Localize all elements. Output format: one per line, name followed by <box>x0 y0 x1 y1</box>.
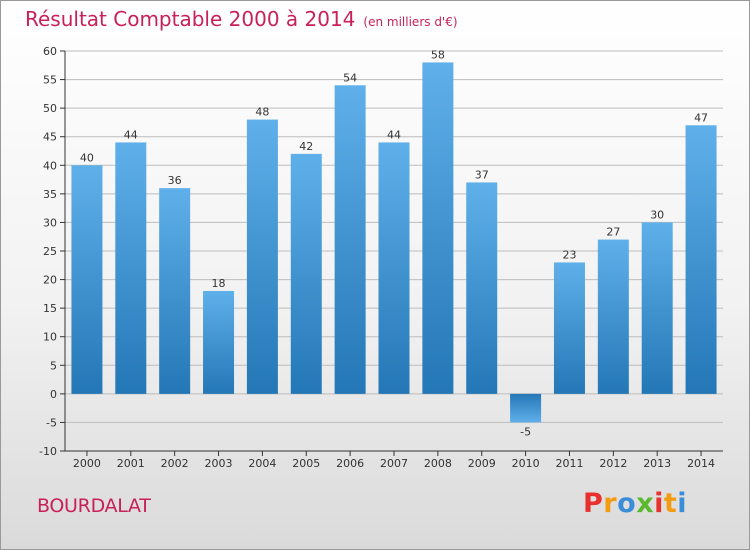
x-tick-label: 2008 <box>424 457 452 470</box>
logo-letter: t <box>663 488 678 519</box>
data-label: 23 <box>562 248 576 261</box>
data-label: -5 <box>520 425 531 438</box>
chart-title-text: Résultat Comptable 2000 à 2014 <box>25 7 356 31</box>
data-label: 36 <box>168 174 182 187</box>
x-tick-label: 2001 <box>117 457 145 470</box>
x-tick-label: 2006 <box>336 457 364 470</box>
data-label: 40 <box>80 151 94 164</box>
bar <box>597 239 629 394</box>
data-label: 58 <box>431 48 445 61</box>
data-label: 30 <box>650 208 664 221</box>
data-label: 27 <box>606 226 620 239</box>
y-tick-label: 45 <box>43 131 57 144</box>
logo-letter: P <box>583 488 604 519</box>
logo-letter: o <box>617 488 637 519</box>
bar <box>466 182 498 394</box>
logo-letter: r <box>603 488 618 519</box>
chart-title: Résultat Comptable 2000 à 2014 (en millie… <box>25 7 458 31</box>
bar <box>290 153 322 394</box>
x-tick-label: 2007 <box>380 457 408 470</box>
x-tick-label: 2012 <box>599 457 627 470</box>
bar <box>510 393 542 423</box>
data-label: 18 <box>212 277 226 290</box>
x-tick-label: 2005 <box>292 457 320 470</box>
y-tick-label: 20 <box>43 274 57 287</box>
x-tick-label: 2004 <box>248 457 276 470</box>
y-tick-label: 60 <box>43 45 57 58</box>
y-tick-label: 50 <box>43 102 57 115</box>
data-label: 42 <box>299 140 313 153</box>
y-tick-label: 40 <box>43 159 57 172</box>
y-tick-label: 0 <box>50 388 57 401</box>
data-label: 48 <box>255 106 269 119</box>
x-tick-label: 2014 <box>687 457 715 470</box>
commune-name: BOURDALAT <box>37 495 151 517</box>
data-label: 44 <box>124 128 138 141</box>
y-tick-label: 30 <box>43 216 57 229</box>
bar <box>553 262 585 394</box>
logo-letter: x <box>636 488 655 519</box>
y-tick-label: 25 <box>43 245 57 258</box>
data-label: 54 <box>343 71 357 84</box>
y-tick-label: -5 <box>46 416 57 429</box>
logo-letter: i <box>654 488 664 519</box>
y-tick-label: 35 <box>43 188 57 201</box>
data-label: 37 <box>475 168 489 181</box>
bar <box>115 142 147 394</box>
bar <box>159 188 191 394</box>
bar <box>422 62 454 394</box>
data-label: 44 <box>387 128 401 141</box>
bar <box>203 291 235 394</box>
y-tick-label: 5 <box>50 359 57 372</box>
y-tick-label: 15 <box>43 302 57 315</box>
logo-letter: i <box>677 488 688 519</box>
x-tick-label: 2009 <box>468 457 496 470</box>
bar <box>378 142 410 394</box>
chart-subtitle: (en milliers d'€) <box>363 15 458 29</box>
data-label: 47 <box>694 111 708 124</box>
y-tick-label: 55 <box>43 74 57 87</box>
x-tick-label: 2002 <box>161 457 189 470</box>
bar <box>334 85 366 394</box>
bar <box>685 125 717 394</box>
bar <box>641 222 673 394</box>
y-tick-label: -10 <box>39 445 57 458</box>
x-tick-label: 2003 <box>205 457 233 470</box>
proxiti-logo: Proxiti <box>583 488 687 519</box>
x-tick-label: 2010 <box>512 457 540 470</box>
x-tick-label: 2013 <box>643 457 671 470</box>
bar <box>246 119 278 394</box>
bar <box>71 165 103 394</box>
x-tick-label: 2011 <box>555 457 583 470</box>
x-tick-label: 2000 <box>73 457 101 470</box>
y-tick-label: 10 <box>43 331 57 344</box>
